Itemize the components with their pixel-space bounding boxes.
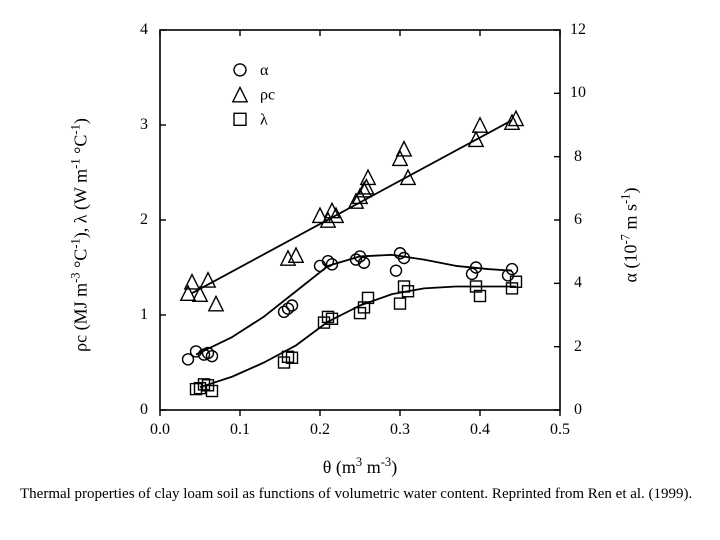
y-right-axis-label: α (10-7 m s-1): [619, 188, 642, 283]
y-left-tick: 4: [140, 21, 148, 39]
y-right-tick: 12: [570, 21, 586, 39]
y-right-tick: 0: [574, 401, 582, 419]
figure-caption: Thermal properties of clay loam soil as …: [20, 484, 700, 504]
y-left-axis-text: ρc (MJ m-3 °C-1), λ (W m-1 °C-1): [71, 118, 91, 352]
y-left-tick: 2: [140, 211, 148, 229]
x-tick: 0.4: [470, 421, 490, 439]
y-right-axis-text: α (10-7 m s-1): [621, 188, 641, 283]
svg-text:ρc: ρc: [260, 87, 275, 104]
y-left-tick: 1: [140, 306, 148, 324]
y-right-tick: 8: [574, 148, 582, 166]
svg-text:λ: λ: [260, 111, 268, 128]
x-tick: 0.5: [550, 421, 570, 439]
x-tick: 0.1: [230, 421, 250, 439]
y-left-tick: 3: [140, 116, 148, 134]
y-left-tick: 0: [140, 401, 148, 419]
svg-text:α: α: [260, 62, 269, 79]
y-right-tick: 4: [574, 274, 582, 292]
y-left-axis-label: ρc (MJ m-3 °C-1), λ (W m-1 °C-1): [69, 118, 92, 352]
caption-text: Thermal properties of clay loam soil as …: [20, 486, 692, 502]
y-right-tick: 10: [570, 84, 586, 102]
chart: α ρc λ: [110, 10, 610, 470]
x-tick: 0.2: [310, 421, 330, 439]
y-right-tick: 6: [574, 211, 582, 229]
x-tick: 0.3: [390, 421, 410, 439]
y-right-tick: 2: [574, 338, 582, 356]
x-tick: 0.0: [150, 421, 170, 439]
x-axis-label: θ (m3 m-3): [323, 455, 397, 478]
x-axis-text: θ (m3 m-3): [323, 457, 397, 477]
